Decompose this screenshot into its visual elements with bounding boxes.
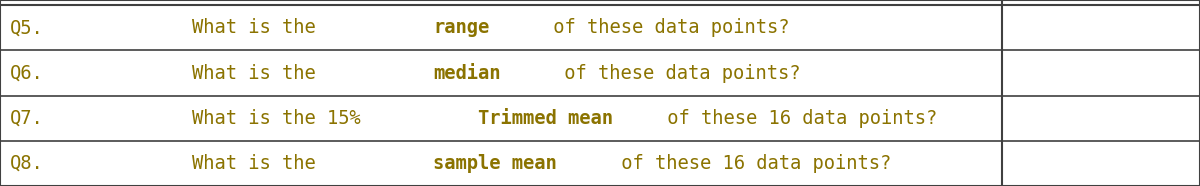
Text: of these 16 data points?: of these 16 data points? (610, 154, 890, 173)
Text: Trimmed mean: Trimmed mean (479, 109, 613, 128)
Text: What is the: What is the (192, 18, 326, 37)
Text: of these 16 data points?: of these 16 data points? (655, 109, 937, 128)
Text: What is the 15%: What is the 15% (192, 109, 372, 128)
Text: sample mean: sample mean (433, 154, 557, 173)
Text: median: median (433, 63, 500, 83)
Text: Q5.: Q5. (10, 18, 43, 37)
Text: range: range (433, 18, 490, 37)
Text: Q6.: Q6. (10, 63, 43, 83)
Text: What is the: What is the (192, 63, 326, 83)
Text: of these data points?: of these data points? (542, 18, 790, 37)
Text: Q7.: Q7. (10, 109, 43, 128)
Text: What is the: What is the (192, 154, 326, 173)
Text: Q8.: Q8. (10, 154, 43, 173)
Text: of these data points?: of these data points? (553, 63, 800, 83)
